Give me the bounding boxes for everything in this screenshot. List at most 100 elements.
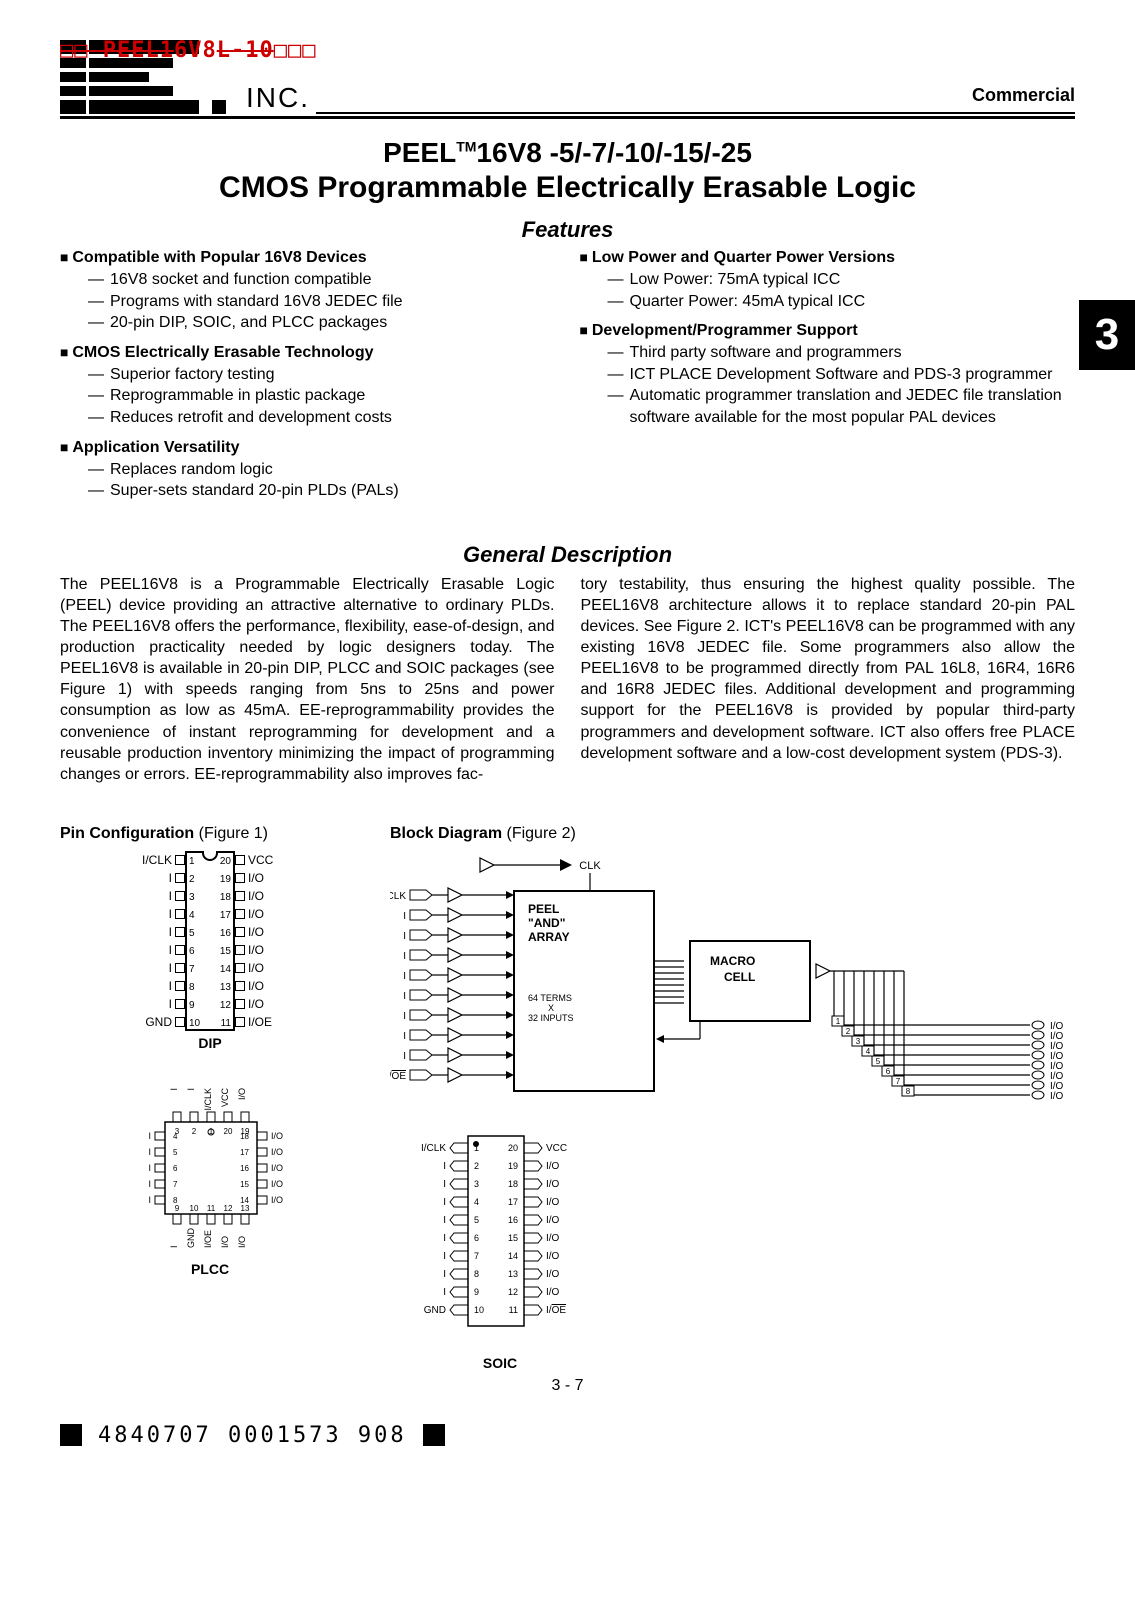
features-left: Compatible with Popular 16V8 Devices 16V8… [60, 249, 556, 512]
general-description: The PEEL16V8 is a Programmable Electrica… [60, 574, 1075, 785]
svg-text:7: 7 [896, 1077, 901, 1086]
svg-text:13: 13 [241, 1204, 250, 1213]
plcc-diagram: 3I2I1I/CLK20VCC19I/O4I5I6I7I8I18I/O17I/O… [60, 1067, 360, 1257]
svg-text:I: I [148, 1163, 151, 1173]
svg-text:19: 19 [508, 1161, 518, 1171]
feature-item: Quarter Power: 45mA typical ICC [608, 291, 1076, 313]
svg-text:I: I [403, 1051, 406, 1062]
svg-text:I/O: I/O [271, 1163, 283, 1173]
svg-text:I/O: I/O [546, 1197, 560, 1208]
pin-config-title: Pin Configuration (Figure 1) [60, 825, 360, 843]
svg-text:I: I [443, 1179, 446, 1190]
svg-text:VCC: VCC [220, 1087, 230, 1107]
svg-text:1: 1 [836, 1017, 841, 1026]
footer-square-icon [423, 1424, 445, 1446]
feature-title: Application Versatility [60, 439, 556, 457]
svg-text:16: 16 [508, 1215, 518, 1225]
svg-text:10: 10 [474, 1305, 484, 1315]
feature-item: ICT PLACE Development Software and PDS-3… [608, 364, 1076, 386]
svg-text:4: 4 [866, 1047, 871, 1056]
svg-text:I/O: I/O [271, 1131, 283, 1141]
svg-text:2: 2 [474, 1161, 479, 1171]
svg-text:I: I [148, 1195, 151, 1205]
svg-text:12: 12 [224, 1204, 233, 1213]
svg-text:I: I [443, 1269, 446, 1280]
svg-text:9: 9 [175, 1204, 180, 1213]
svg-text:7: 7 [474, 1251, 479, 1261]
svg-text:4: 4 [173, 1132, 178, 1141]
feature-item: 16V8 socket and function compatible [88, 269, 556, 291]
svg-text:ARRAY: ARRAY [528, 930, 570, 944]
svg-text:I: I [443, 1197, 446, 1208]
title-block: PEELTM16V8 -5/-7/-10/-15/-25 CMOS Progra… [60, 137, 1075, 205]
svg-text:I/O: I/O [546, 1215, 560, 1226]
top-scan-banner: □□ PEEL16V8L-10□□□ [60, 38, 316, 63]
svg-text:I/O: I/O [546, 1251, 560, 1262]
svg-text:5: 5 [173, 1148, 178, 1157]
company-inc: INC. [246, 82, 310, 114]
footer-square-icon [60, 1424, 82, 1446]
svg-text:15: 15 [508, 1233, 518, 1243]
svg-text:I: I [403, 1031, 406, 1042]
svg-text:12: 12 [508, 1287, 518, 1297]
svg-text:5: 5 [876, 1057, 881, 1066]
section-tab: 3 [1079, 300, 1135, 370]
svg-text:I: I [403, 951, 406, 962]
svg-text:18: 18 [508, 1179, 518, 1189]
svg-text:I/CLK: I/CLK [390, 891, 406, 902]
commercial-label: Commercial [972, 85, 1075, 106]
block-diagram-figure: Block Diagram (Figure 2) CLKI/CLKIIIIIII… [390, 825, 1075, 1371]
svg-text:GND: GND [186, 1227, 196, 1248]
svg-text:16: 16 [240, 1164, 249, 1173]
gendesc-col1: The PEEL16V8 is a Programmable Electrica… [60, 574, 555, 785]
svg-text:6: 6 [173, 1164, 178, 1173]
svg-text:I: I [186, 1088, 196, 1091]
svg-text:8: 8 [906, 1087, 911, 1096]
features-heading: Features [60, 217, 1075, 243]
svg-text:3: 3 [856, 1037, 861, 1046]
svg-text:8: 8 [474, 1269, 479, 1279]
plcc-label: PLCC [60, 1261, 360, 1277]
svg-text:I: I [169, 1088, 179, 1091]
svg-text:VCC: VCC [546, 1143, 567, 1154]
pin-config-figure: Pin Configuration (Figure 1) I/CLKIIIIII… [60, 825, 360, 1277]
svg-text:MACRO: MACRO [710, 954, 755, 968]
svg-text:I/CLK: I/CLK [203, 1088, 213, 1111]
feature-item: Reprogrammable in plastic package [88, 385, 556, 407]
svg-text:11: 11 [509, 1305, 518, 1315]
svg-text:5: 5 [474, 1215, 479, 1225]
svg-text:I/CLK: I/CLK [421, 1143, 446, 1154]
feature-item: Superior factory testing [88, 364, 556, 386]
svg-text:I/O: I/O [546, 1233, 560, 1244]
svg-text:10: 10 [190, 1204, 199, 1213]
svg-text:I/O: I/O [271, 1147, 283, 1157]
svg-text:6: 6 [886, 1067, 891, 1076]
feature-title: Compatible with Popular 16V8 Devices [60, 249, 556, 267]
svg-text:17: 17 [240, 1148, 249, 1157]
feature-title: Low Power and Quarter Power Versions [580, 249, 1076, 267]
svg-text:I/O: I/O [220, 1236, 230, 1248]
svg-text:1: 1 [209, 1127, 214, 1136]
svg-text:"AND": "AND" [528, 916, 565, 930]
svg-text:4: 4 [474, 1197, 479, 1207]
svg-text:I/O: I/O [237, 1236, 247, 1248]
svg-text:I: I [443, 1287, 446, 1298]
svg-text:I: I [403, 931, 406, 942]
datasheet-page: □□ PEEL16V8L-10□□□ INC. Commercial 3 PEE… [0, 0, 1135, 1468]
feature-item: Replaces random logic [88, 459, 556, 481]
svg-text:20: 20 [224, 1127, 233, 1136]
svg-text:PEEL: PEEL [528, 902, 559, 916]
svg-text:I: I [443, 1215, 446, 1226]
feature-item: Reduces retrofit and development costs [88, 407, 556, 429]
svg-text:64 TERMS: 64 TERMS [528, 993, 572, 1003]
svg-text:I/OE: I/OE [390, 1071, 406, 1082]
soic-label: SOIC [390, 1355, 610, 1371]
feature-item: Third party software and programmers [608, 342, 1076, 364]
feature-item: Programs with standard 16V8 JEDEC file [88, 291, 556, 313]
svg-text:I/O: I/O [546, 1161, 560, 1172]
svg-text:I: I [148, 1147, 151, 1157]
dip-diagram: I/CLKIIIIIIIIGND 12345678910 20191817161… [60, 851, 360, 1051]
soic-diagram: 1I/CLK2I3I4I5I6I7I8I9I10GND20VCC19I/O18I… [390, 1126, 610, 1371]
header-rule: Commercial [316, 84, 1075, 114]
svg-text:I: I [403, 991, 406, 1002]
